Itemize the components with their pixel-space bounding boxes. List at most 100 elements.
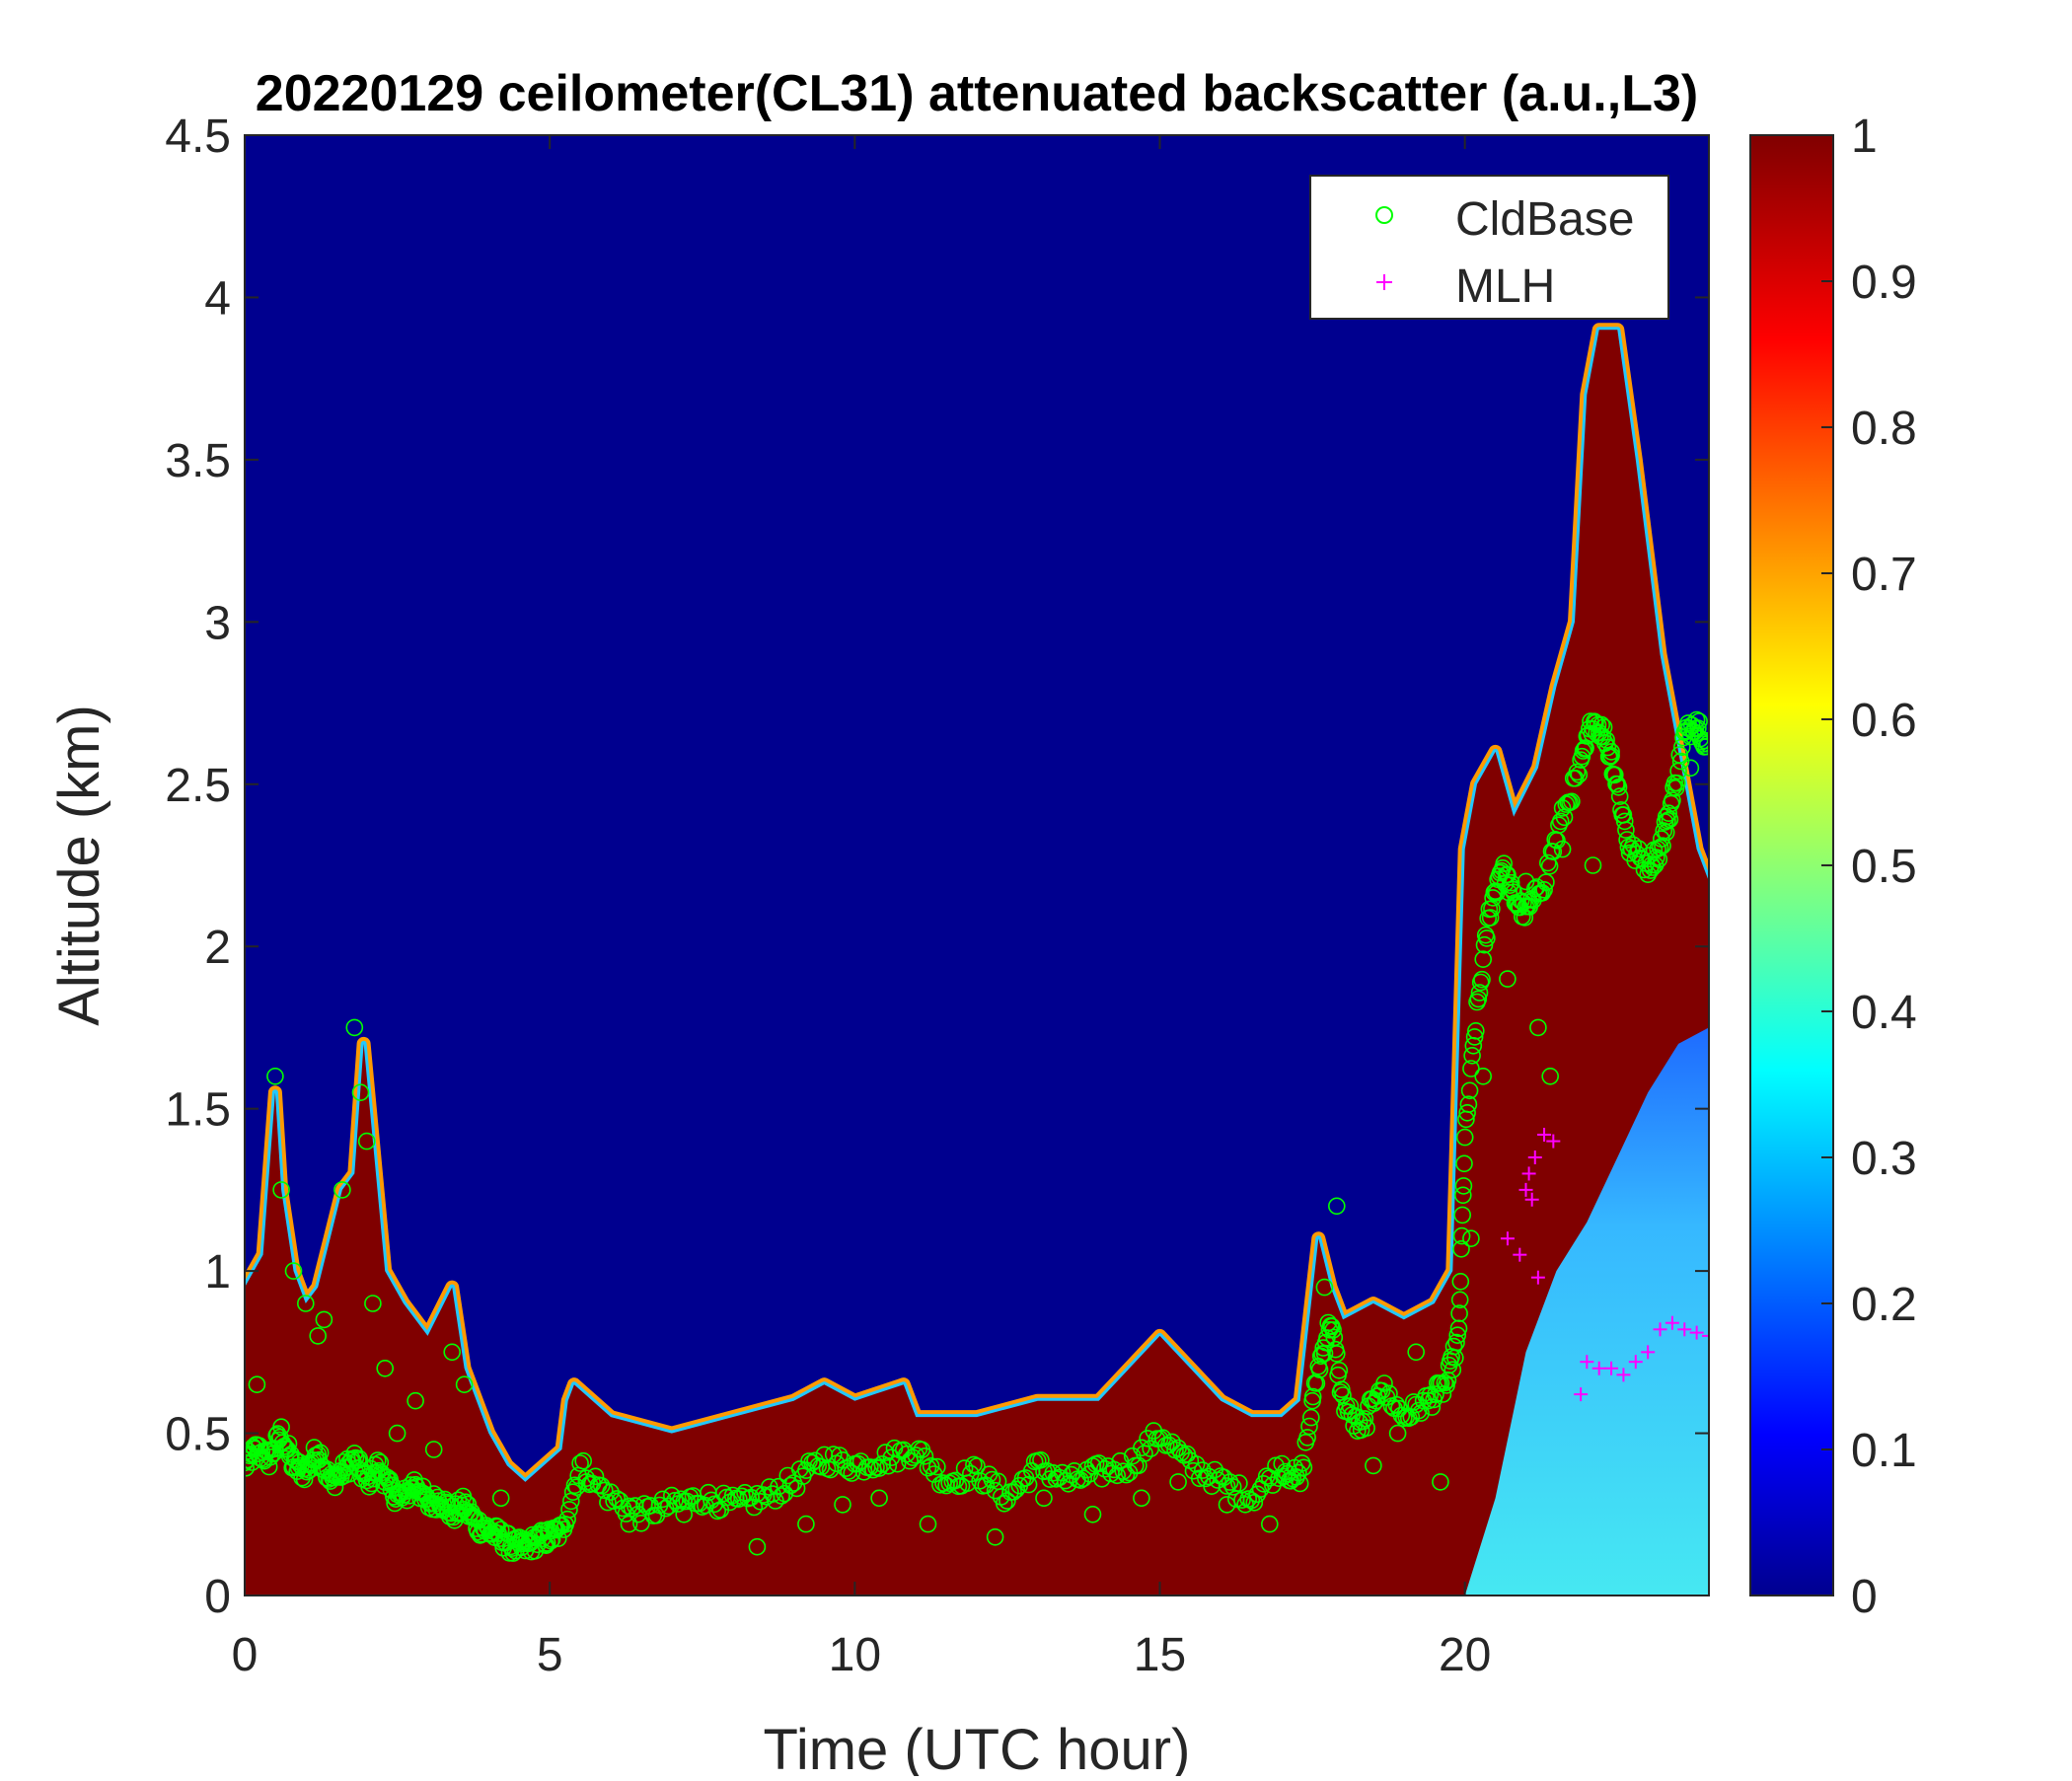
mlh-point (1513, 1247, 1527, 1262)
cldbase-point (1035, 1489, 1053, 1508)
cldbase-point (1295, 1458, 1313, 1477)
y-tick-label: 1 (204, 1246, 231, 1299)
cldbase-point (333, 1181, 351, 1199)
cldbase-point (1570, 766, 1589, 783)
cldbase-point (1450, 1291, 1469, 1309)
cldbase-point (1436, 1373, 1454, 1392)
cldbase-point (927, 1457, 946, 1476)
cldbase-point (563, 1483, 582, 1501)
colorbar-tick-label: 0.8 (1851, 403, 1917, 455)
cldbase-point (1333, 1380, 1351, 1398)
plot-frame (244, 134, 1710, 1596)
cldbase-point (1330, 1362, 1349, 1379)
cldbase-point (1407, 1343, 1425, 1362)
y-axis: 0 0.5 1 1.5 2 2.5 3 3.5 4 4.5 (165, 111, 1709, 1623)
cldbase-point (1230, 1474, 1248, 1492)
cldbase-point (1450, 1304, 1468, 1322)
cldbase-point (745, 1498, 764, 1517)
cldbase-point (1432, 1473, 1449, 1491)
cldbase-point (279, 1435, 298, 1452)
cldbase-point (1475, 935, 1494, 954)
cldbase-point (1300, 1417, 1318, 1436)
cldbase-point (1388, 1424, 1407, 1443)
cldbase-point (1273, 1454, 1291, 1473)
cldbase-point (1474, 950, 1492, 969)
cldbase-point (364, 1295, 382, 1312)
cldbase-point (1053, 1463, 1072, 1482)
cldbase-point (1264, 1476, 1282, 1494)
cldbase-point (309, 1327, 328, 1345)
cldbase-point (1653, 830, 1670, 848)
cldbase-point (571, 1454, 589, 1472)
cldbase-point (315, 1310, 333, 1329)
colorbar-tick-label: 0.4 (1851, 987, 1917, 1039)
x-axis: 0 5 10 15 20 (232, 135, 1491, 1681)
cldbase-point (1655, 822, 1672, 840)
cldbase-point (1651, 839, 1669, 856)
legend-mlh-marker (1376, 274, 1392, 290)
cldbase-point (1423, 1398, 1442, 1416)
cldbase-point (272, 1181, 290, 1199)
cldbase-point (292, 1456, 310, 1475)
colorbar-tick-label: 0.6 (1851, 695, 1917, 747)
mlh-point (1677, 1322, 1692, 1337)
cldbase-point (1291, 1474, 1309, 1493)
legend: CldBase MLH (1309, 175, 1669, 320)
cldbase-point (1649, 840, 1666, 858)
cldbase-point (1187, 1455, 1206, 1473)
cldbase-point (1315, 1278, 1334, 1297)
cldbase-point (1563, 792, 1581, 811)
cldbase-point (1469, 990, 1488, 1008)
cldbase-point (248, 1375, 266, 1393)
cldbase-point (1602, 743, 1620, 761)
cldbase-point (1617, 821, 1635, 839)
cldbase-point (1511, 898, 1529, 917)
cldbase-point (919, 1515, 937, 1533)
cldbase-point (1080, 1465, 1099, 1483)
cldbase-point (748, 1537, 767, 1556)
cldbase-point (1248, 1485, 1267, 1504)
cldbase-point (1537, 873, 1555, 891)
cldbase-point (1074, 1469, 1092, 1488)
cldbase-point (1499, 970, 1517, 988)
cldbase-point (1160, 1436, 1178, 1454)
cldbase-point (925, 1465, 943, 1483)
mlh-series (1500, 1127, 1709, 1402)
cldbase-point (824, 1446, 843, 1463)
cldbase-point (1454, 1186, 1472, 1205)
cldbase-point (326, 1478, 344, 1497)
cldbase-point (1221, 1473, 1239, 1491)
cldbase-point (971, 1472, 989, 1490)
cldbase-point (407, 1391, 424, 1410)
cldbase-point (1459, 1095, 1478, 1113)
cldbase-point (1618, 831, 1636, 849)
cldbase-point (870, 1459, 888, 1477)
cldbase-point (1453, 1206, 1471, 1224)
cldbase-point (455, 1375, 474, 1393)
cldbase-point (1473, 970, 1491, 989)
cldbase-point (922, 1457, 940, 1475)
colorbar-tick-label: 0.3 (1851, 1133, 1917, 1185)
cldbase-point (1539, 853, 1557, 872)
cldbase-point (1460, 1081, 1479, 1100)
cldbase-point (1169, 1473, 1187, 1491)
cldbase-point (714, 1484, 733, 1503)
cldbase-point (548, 1521, 566, 1538)
mlh-point (1546, 1134, 1561, 1149)
cldbase-point (1072, 1471, 1089, 1489)
cldbase-point (586, 1467, 605, 1486)
cldbase-point (1671, 752, 1690, 771)
cldbase-point (567, 1478, 586, 1496)
cldbase-point (901, 1451, 919, 1470)
cldbase-point (1465, 1028, 1484, 1046)
cldbase-point (1517, 872, 1535, 891)
cldbase-point (1117, 1465, 1136, 1484)
cldbase-point (1615, 812, 1634, 831)
cldbase-point (1650, 851, 1668, 868)
cldbase-point (1660, 804, 1677, 823)
cldbase-point (1302, 1408, 1320, 1427)
cldbase-point (1372, 1381, 1391, 1400)
cldbase-point (549, 1529, 567, 1547)
cldbase-point (577, 1473, 596, 1491)
cldbase-point (1699, 735, 1709, 753)
